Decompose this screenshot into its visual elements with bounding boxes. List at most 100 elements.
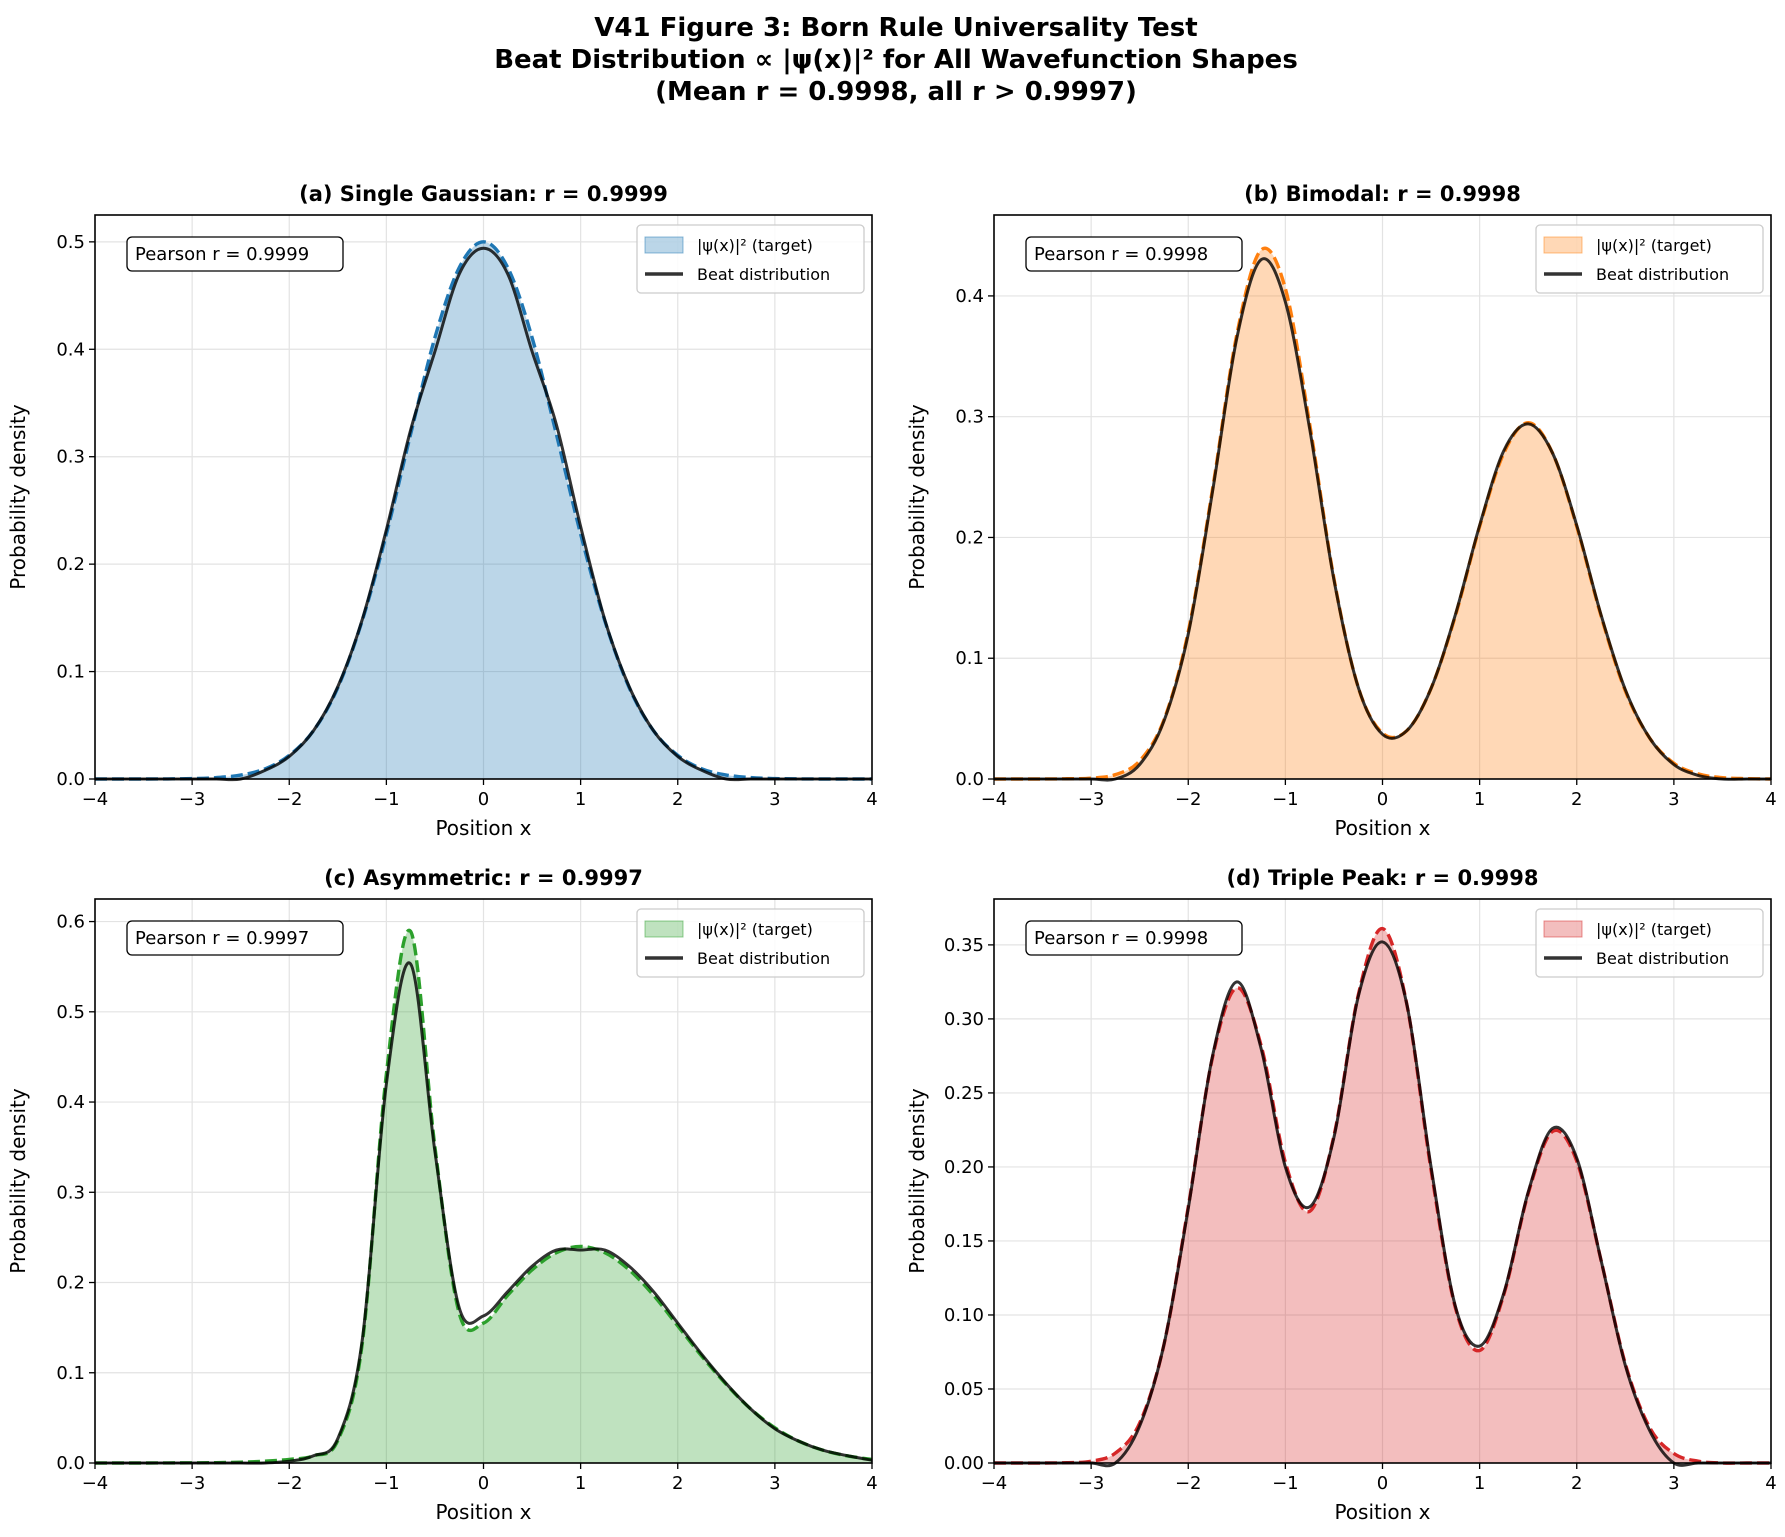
subplot-title: (c) Asymmetric: r = 0.9997 xyxy=(324,866,643,890)
y-tick-label: 0.0 xyxy=(56,769,85,790)
x-tick-label: 2 xyxy=(1571,789,1582,810)
x-tick-label: 0 xyxy=(478,789,489,810)
x-tick-label: 4 xyxy=(866,789,877,810)
x-tick-label: −3 xyxy=(179,1473,206,1494)
target-area-fill xyxy=(95,241,872,780)
x-tick-label: 2 xyxy=(672,1473,683,1494)
target-area-fill xyxy=(95,930,872,1464)
y-tick-label: 0.2 xyxy=(56,1273,85,1294)
x-tick-label: 0 xyxy=(478,1473,489,1494)
legend-target-swatch xyxy=(1543,920,1583,938)
x-tick-label: −3 xyxy=(179,789,206,810)
legend-target-swatch xyxy=(644,920,684,938)
x-tick-label: 4 xyxy=(1765,789,1776,810)
x-tick-label: 3 xyxy=(769,1473,780,1494)
y-tick-label: 0.6 xyxy=(56,912,85,933)
x-tick-label: −1 xyxy=(1272,1473,1299,1494)
pearson-annotation-box xyxy=(126,236,344,272)
legend-target-label: |ψ(x)|² (target) xyxy=(1596,920,1712,939)
legend-beat-label: Beat distribution xyxy=(697,949,830,968)
legend-box xyxy=(636,224,865,294)
y-tick-label: 0.2 xyxy=(955,527,984,548)
x-tick-label: −1 xyxy=(1272,789,1299,810)
legend-box xyxy=(1535,224,1764,294)
x-tick-label: −3 xyxy=(1078,1473,1105,1494)
x-tick-label: 2 xyxy=(672,789,683,810)
x-axis-label: Position x xyxy=(435,816,531,840)
x-tick-label: 1 xyxy=(575,1473,586,1494)
y-tick-label: 0.5 xyxy=(56,232,85,253)
x-tick-label: 1 xyxy=(1474,1473,1485,1494)
y-axis-label: Probability density xyxy=(6,404,30,590)
x-axis-label: Position x xyxy=(1334,1500,1430,1524)
y-tick-label: 0.25 xyxy=(944,1083,984,1104)
subplot-title: (d) Triple Peak: r = 0.9998 xyxy=(1227,866,1539,890)
y-tick-label: 0.1 xyxy=(56,1363,85,1384)
subplot-title: (b) Bimodal: r = 0.9998 xyxy=(1244,182,1521,206)
y-tick-label: 0.10 xyxy=(944,1305,984,1326)
legend-beat-label: Beat distribution xyxy=(1596,265,1729,284)
x-tick-label: 4 xyxy=(1765,1473,1776,1494)
y-tick-label: 0.4 xyxy=(955,286,984,307)
y-tick-label: 0.4 xyxy=(56,339,85,360)
x-tick-label: −4 xyxy=(981,1473,1008,1494)
subplot-title: (a) Single Gaussian: r = 0.9999 xyxy=(299,182,668,206)
x-tick-label: −1 xyxy=(373,1473,400,1494)
x-axis-label: Position x xyxy=(435,1500,531,1524)
suptitle-line-3: (Mean r = 0.9998, all r > 0.9997) xyxy=(655,77,1137,107)
x-tick-label: 3 xyxy=(1668,789,1679,810)
legend-target-swatch xyxy=(1543,236,1583,254)
x-tick-label: −2 xyxy=(1175,789,1202,810)
pearson-annotation: Pearson r = 0.9998 xyxy=(1034,928,1208,949)
pearson-annotation-box xyxy=(126,920,344,956)
pearson-annotation: Pearson r = 0.9998 xyxy=(1034,244,1208,265)
pearson-annotation: Pearson r = 0.9997 xyxy=(135,928,309,949)
subplot-d: −4 −3 −2 −1 0 1 2 3 4 0.00 0.05 0.10 0.15 0.20 0.25 0.3… xyxy=(905,866,1777,1524)
pearson-annotation-box xyxy=(1025,920,1243,956)
y-tick-label: 0.4 xyxy=(56,1092,85,1113)
y-axis-label: Probability density xyxy=(905,404,929,590)
pearson-annotation-box xyxy=(1025,236,1243,272)
x-tick-label: −2 xyxy=(1175,1473,1202,1494)
subplot-b: −4 −3 −2 −1 0 1 2 3 4 0.0 0.1 0.2 0.3 0.4 (b) Bimodal:… xyxy=(905,182,1777,840)
x-tick-label: 3 xyxy=(769,789,780,810)
x-tick-label: −2 xyxy=(276,789,303,810)
y-tick-label: 0.3 xyxy=(56,1182,85,1203)
x-tick-label: −4 xyxy=(82,789,109,810)
legend-beat-label: Beat distribution xyxy=(697,265,830,284)
x-tick-label: −1 xyxy=(373,789,400,810)
target-area-fill xyxy=(994,928,1771,1464)
target-area-fill xyxy=(994,248,1771,780)
legend-target-label: |ψ(x)|² (target) xyxy=(697,920,813,939)
y-tick-label: 0.35 xyxy=(944,935,984,956)
beat-distribution-line xyxy=(994,940,1771,1468)
y-tick-label: 0.00 xyxy=(944,1453,984,1474)
x-tick-label: −4 xyxy=(981,789,1008,810)
x-tick-label: 1 xyxy=(575,789,586,810)
legend-target-swatch xyxy=(644,236,684,254)
y-tick-label: 0.3 xyxy=(56,447,85,468)
x-tick-label: −3 xyxy=(1078,789,1105,810)
legend-box xyxy=(636,908,865,978)
x-tick-label: −2 xyxy=(276,1473,303,1494)
legend-box xyxy=(1535,908,1764,978)
x-tick-label: 2 xyxy=(1571,1473,1582,1494)
subplot-a: −4 −3 −2 −1 0 1 2 3 4 0.0 0.1 0.2 0.3 0.4 0.5 (a) Singl… xyxy=(6,182,878,840)
x-tick-label: 0 xyxy=(1377,1473,1388,1494)
suptitle-line-2: Beat Distribution ∝ |ψ(x)|² for All Wave… xyxy=(494,45,1298,75)
beat-distribution-line xyxy=(994,257,1771,782)
x-tick-label: 1 xyxy=(1474,789,1485,810)
y-axis-label: Probability density xyxy=(6,1088,30,1274)
legend-target-label: |ψ(x)|² (target) xyxy=(1596,236,1712,255)
x-tick-label: −4 xyxy=(82,1473,109,1494)
y-tick-label: 0.30 xyxy=(944,1009,984,1030)
x-axis-label: Position x xyxy=(1334,816,1430,840)
y-tick-label: 0.15 xyxy=(944,1231,984,1252)
y-tick-label: 0.1 xyxy=(955,648,984,669)
y-axis-label: Probability density xyxy=(905,1088,929,1274)
y-tick-label: 0.2 xyxy=(56,554,85,575)
subplots: −4 −3 −2 −1 0 1 2 3 4 0.0 0.1 0.2 0.3 0.4 0.5 (a) Singl… xyxy=(6,182,1777,1524)
y-tick-label: 0.0 xyxy=(955,769,984,790)
x-tick-label: 0 xyxy=(1377,789,1388,810)
